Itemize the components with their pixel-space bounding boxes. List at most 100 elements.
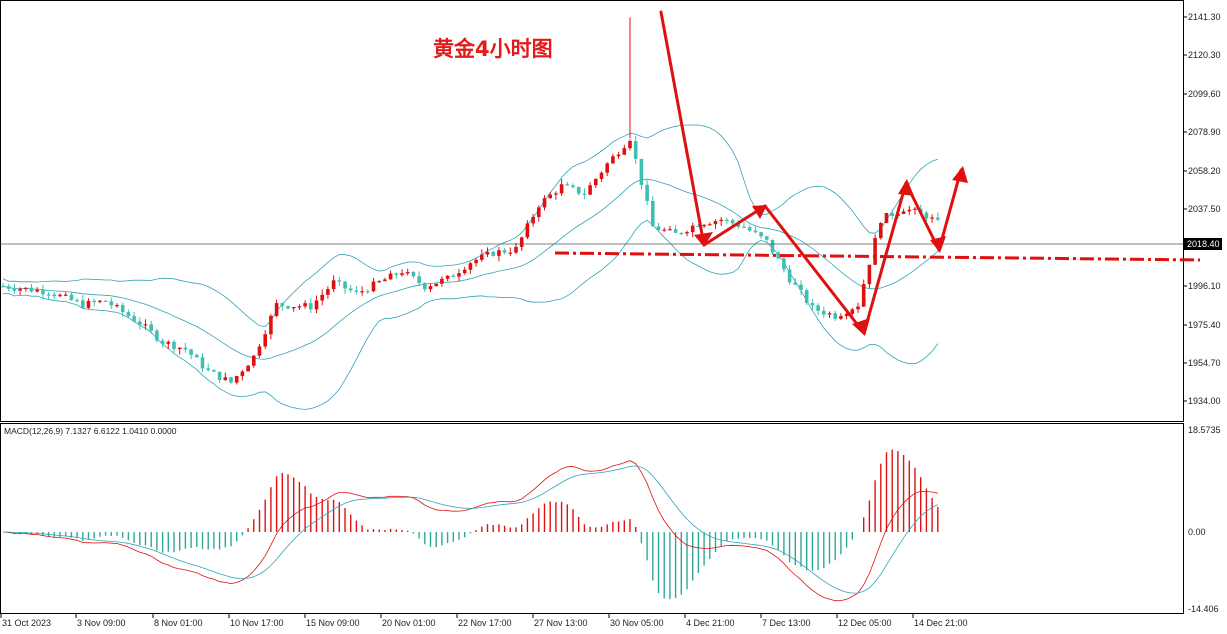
price-tick-label: 2058.20	[1188, 166, 1221, 176]
candle-body	[844, 313, 849, 317]
candle-body	[343, 281, 347, 289]
time-tick-label: 15 Nov 09:00	[306, 618, 360, 628]
candle-body	[594, 178, 598, 186]
time-tick-label: 12 Dec 05:00	[838, 618, 892, 628]
candle-body	[833, 313, 837, 319]
arrow-down-2	[763, 204, 866, 335]
candle-body	[223, 377, 228, 381]
candle-body	[747, 227, 752, 231]
candle-body	[690, 225, 695, 233]
candle-body	[839, 316, 843, 319]
arrowhead-1	[694, 232, 713, 247]
candle-body	[360, 291, 364, 293]
candle-body	[519, 237, 524, 247]
macd-tick-label: 0.00	[1188, 527, 1206, 537]
arrow-up-3	[937, 168, 963, 252]
candle-body	[274, 303, 279, 316]
candle-body	[633, 141, 638, 159]
candle-body	[257, 346, 262, 356]
price-tick-label: 2141.30	[1188, 12, 1221, 22]
time-tick-label: 31 Oct 2023	[2, 618, 51, 628]
candle-body	[46, 294, 51, 296]
candle-body	[383, 279, 387, 282]
candle-body	[462, 269, 467, 274]
candle-body	[195, 354, 199, 358]
candle-body	[856, 306, 860, 310]
candle-body	[804, 290, 809, 303]
time-tick-label: 8 Nov 01:00	[154, 618, 203, 628]
candle-body	[901, 211, 906, 214]
annotation-arrowheads	[694, 166, 968, 336]
arrowhead-3	[852, 318, 870, 336]
price-tick-label: 1975.40	[1188, 320, 1221, 330]
candle-body	[388, 273, 393, 280]
candle-body	[331, 280, 336, 290]
candle-body	[879, 223, 883, 239]
candle-body	[445, 275, 450, 279]
arrowhead-4	[898, 179, 914, 196]
candle-body	[457, 273, 461, 277]
candle-body	[252, 355, 256, 366]
time-tick-label: 27 Nov 13:00	[534, 618, 588, 628]
signal-line	[2, 465, 938, 594]
arrow-up-2	[862, 181, 908, 335]
price-tick-label: 1996.10	[1188, 281, 1221, 291]
candle-body	[354, 290, 359, 292]
candle-body	[474, 259, 478, 264]
candle-body	[1, 286, 5, 288]
candle-body	[63, 294, 68, 296]
candle-body	[246, 365, 250, 372]
arrowhead-5	[930, 236, 946, 253]
price-axis: 2141.30 2120.30 2099.60 2078.90 2058.20 2037.…	[1183, 12, 1221, 406]
candle-body	[126, 312, 131, 317]
candle-body	[138, 321, 142, 325]
candle-body	[759, 232, 763, 237]
candle-body	[548, 194, 552, 199]
candle-body	[571, 185, 575, 187]
candle-body	[291, 307, 296, 309]
candle-body	[616, 154, 621, 157]
price-tick-label: 1934.00	[1188, 396, 1221, 406]
candle-body	[742, 226, 746, 229]
candle-body	[428, 286, 433, 290]
candle-body	[286, 306, 290, 309]
candle-body	[434, 283, 438, 287]
candle-body	[309, 303, 313, 310]
candle-body	[69, 294, 74, 301]
candle-body	[86, 300, 91, 308]
time-tick-label: 22 Nov 17:00	[458, 618, 512, 628]
candle-body	[656, 226, 661, 231]
candle-body	[348, 288, 353, 291]
candle-body	[537, 207, 541, 217]
time-axis: 31 Oct 2023 3 Nov 09:00 8 Nov 01:00 10 Nov …	[0, 614, 968, 628]
candle-body	[405, 272, 410, 274]
candle-body	[582, 193, 587, 195]
candle-body	[508, 252, 513, 254]
candle-body	[753, 230, 758, 233]
candle-body	[366, 291, 370, 293]
candle-body	[480, 254, 484, 260]
candle-body	[337, 280, 342, 282]
candle-body	[423, 283, 427, 290]
candle-body	[497, 250, 501, 256]
current-price-label: 2018.40	[1187, 239, 1220, 249]
candle-body	[41, 289, 45, 295]
current-price-badge	[1184, 238, 1222, 250]
bollinger-lower	[2, 219, 939, 410]
candles	[1, 17, 940, 385]
candle-body	[725, 219, 729, 221]
candle-body	[708, 224, 712, 226]
candle-body	[206, 368, 210, 371]
candle-body	[867, 264, 872, 285]
candle-body	[502, 250, 507, 253]
candle-body	[850, 309, 855, 314]
candle-body	[320, 294, 324, 301]
candle-body	[491, 251, 495, 256]
candle-body	[907, 209, 912, 212]
candle-body	[468, 263, 473, 270]
candle-body	[599, 172, 604, 179]
candle-body	[75, 300, 79, 302]
candle-body	[605, 163, 609, 173]
macd-histogram	[7, 449, 939, 600]
macd-line	[2, 460, 938, 602]
